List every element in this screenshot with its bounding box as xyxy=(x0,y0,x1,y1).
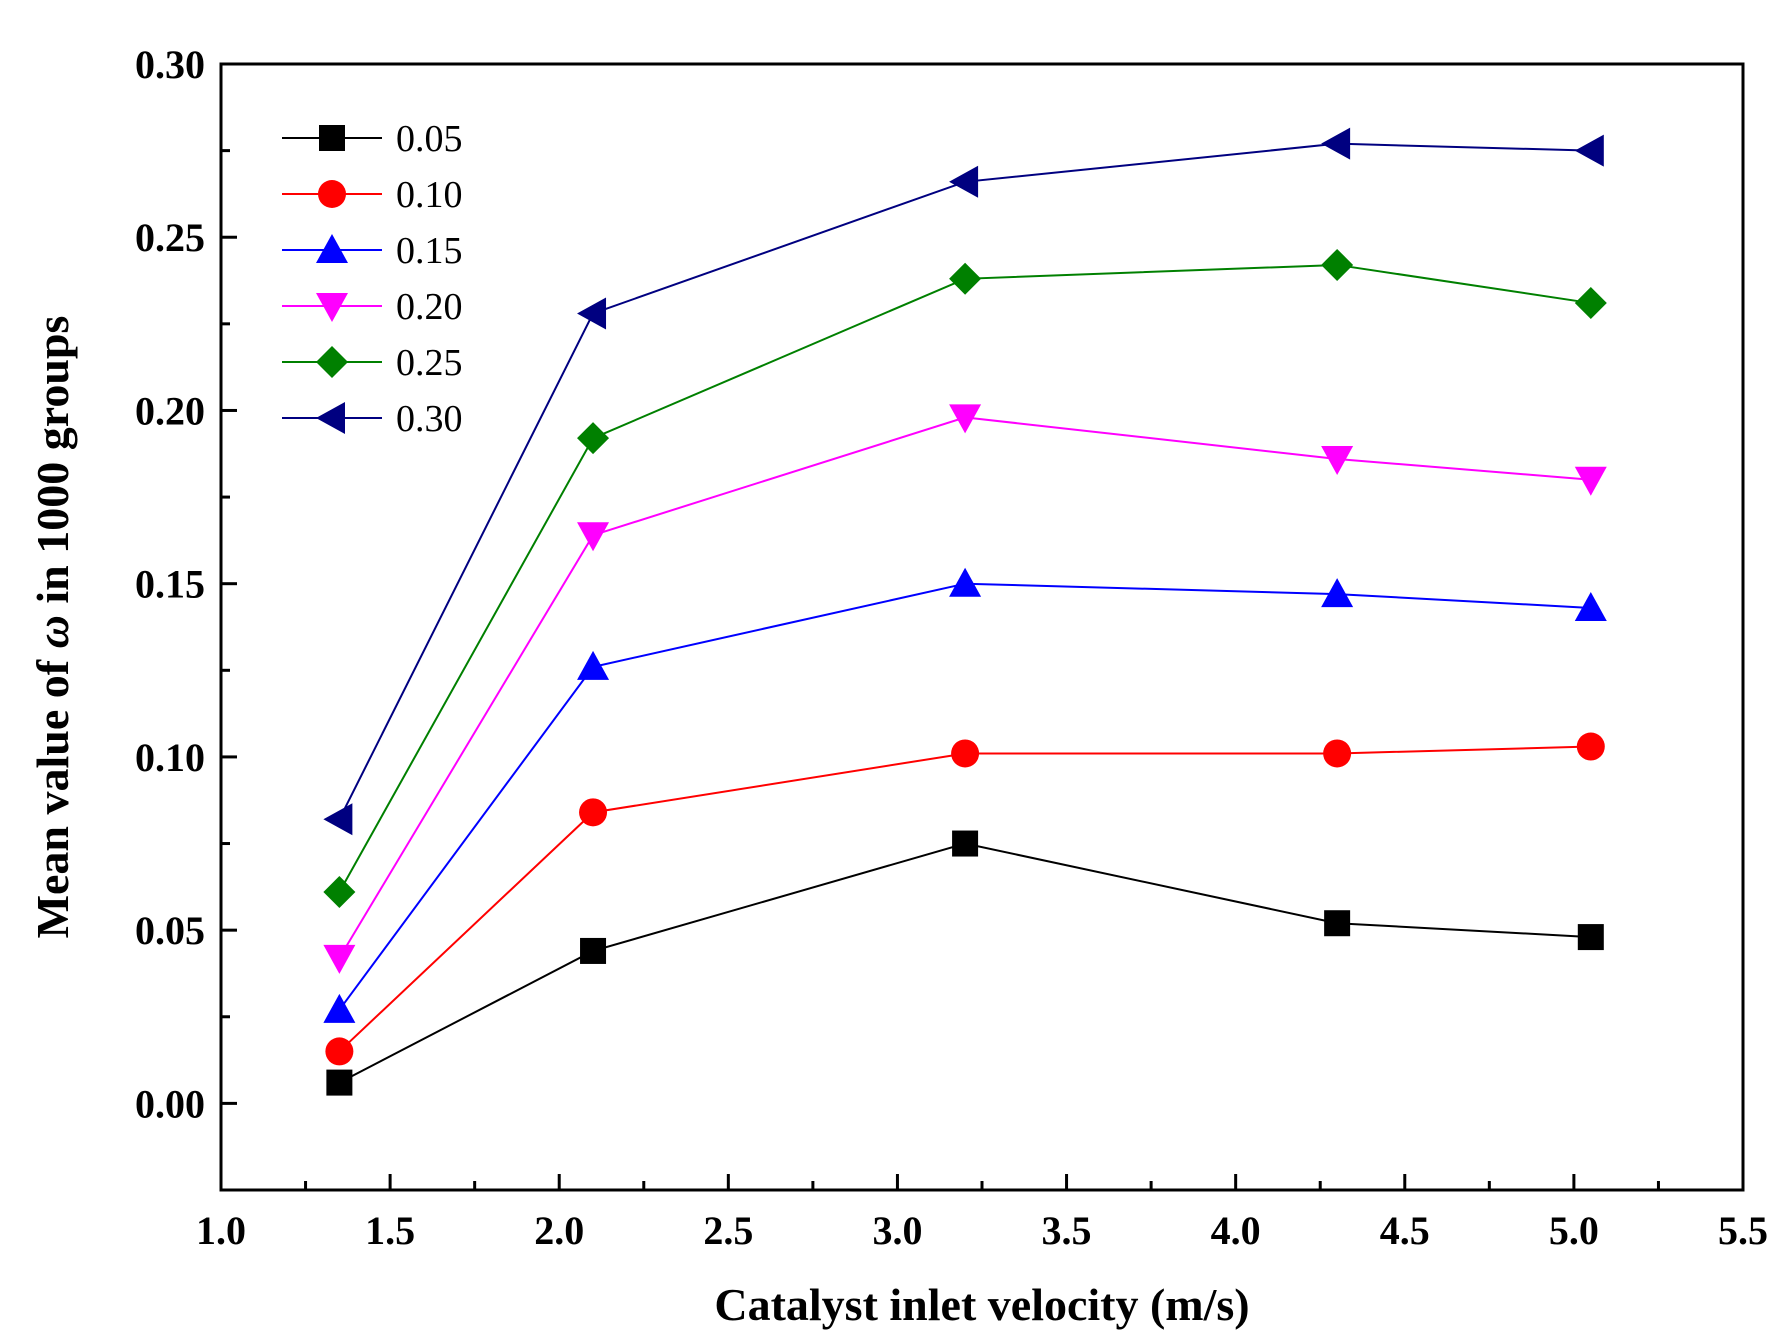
data-point-triangle-up xyxy=(323,993,356,1023)
legend-entry: 0.05 xyxy=(282,118,463,160)
legend-entry: 0.20 xyxy=(282,286,463,328)
data-point-circle xyxy=(951,739,980,768)
data-point-square xyxy=(1577,924,1604,951)
x-tick-label: 2.0 xyxy=(534,1208,584,1253)
data-point-diamond xyxy=(1321,248,1354,281)
y-tick-label: 0.20 xyxy=(135,388,205,433)
data-point-triangle-up xyxy=(1574,591,1607,621)
legend-marker-triangle-up xyxy=(316,234,348,263)
data-point-square xyxy=(580,937,607,964)
legend-marker-triangle-left xyxy=(316,402,345,434)
legend-marker-triangle-down xyxy=(316,293,348,322)
data-point-triangle-up xyxy=(577,650,610,680)
data-point-circle xyxy=(1323,739,1352,768)
y-axis-title: Mean value of ω in 1000 groups xyxy=(27,316,78,939)
ticks-layer: 1.0 1.5 2.0 2.5 3.0 3.5 4.0 4.5 5.0 5.50.000.050.… xyxy=(135,42,1768,1253)
y-axis-title-symbol: ω xyxy=(27,615,78,648)
y-axis-title-suffix: in 1000 groups xyxy=(27,316,78,616)
data-point-triangle-left xyxy=(577,297,607,330)
series-layer xyxy=(323,127,1607,1096)
series-line xyxy=(338,582,1591,1011)
data-point-circle xyxy=(579,798,608,827)
data-point-triangle-down xyxy=(577,522,610,552)
data-point-triangle-left xyxy=(1321,127,1351,160)
legend-label: 0.20 xyxy=(396,286,463,328)
x-tick-label: 1.5 xyxy=(365,1208,415,1253)
data-point-circle xyxy=(1576,732,1605,761)
data-point-diamond xyxy=(323,876,356,909)
series-line xyxy=(338,416,1591,959)
series-line xyxy=(338,842,1591,1084)
data-point-diamond xyxy=(949,262,982,295)
y-axis-title-prefix: Mean value of xyxy=(27,648,78,938)
data-point-circle xyxy=(325,1037,354,1066)
x-tick-label: 4.0 xyxy=(1211,1208,1261,1253)
series-0.25 xyxy=(323,248,1607,909)
legend-label: 0.10 xyxy=(396,174,463,216)
legend: 0.05 0.10 0.15 0.20 0.25 0.30 xyxy=(282,118,463,440)
data-point-triangle-up xyxy=(949,567,982,597)
series-0.10 xyxy=(325,732,1605,1066)
series-0.15 xyxy=(323,567,1607,1023)
series-0.05 xyxy=(326,830,1604,1096)
data-point-triangle-down xyxy=(1321,445,1354,475)
legend-marker-diamond xyxy=(316,346,348,378)
legend-entry: 0.10 xyxy=(282,174,463,216)
data-point-diamond xyxy=(1574,287,1607,320)
data-point-triangle-down xyxy=(323,944,356,974)
legend-entry: 0.30 xyxy=(282,398,463,440)
data-point-square xyxy=(952,830,979,857)
legend-label: 0.25 xyxy=(396,342,463,384)
x-tick-label: 5.0 xyxy=(1549,1208,1599,1253)
x-tick-label: 3.5 xyxy=(1042,1208,1092,1253)
y-tick-label: 0.00 xyxy=(135,1081,205,1126)
y-tick-label: 0.15 xyxy=(135,562,205,607)
legend-entry: 0.15 xyxy=(282,230,463,272)
x-tick-label: 3.0 xyxy=(872,1208,922,1253)
y-tick-label: 0.05 xyxy=(135,908,205,953)
x-axis-title: Catalyst inlet velocity (m/s) xyxy=(714,1279,1249,1330)
data-point-triangle-down xyxy=(949,404,982,434)
legend-entry: 0.25 xyxy=(282,342,463,384)
data-point-square xyxy=(1324,910,1351,937)
x-tick-label: 2.5 xyxy=(703,1208,753,1253)
y-tick-label: 0.30 xyxy=(135,42,205,87)
legend-label: 0.30 xyxy=(396,398,463,440)
data-point-triangle-left xyxy=(1574,134,1604,167)
data-point-square xyxy=(326,1069,353,1096)
x-tick-label: 5.5 xyxy=(1718,1208,1768,1253)
data-point-triangle-left xyxy=(323,803,353,836)
legend-label: 0.05 xyxy=(396,118,463,160)
legend-marker-circle xyxy=(318,180,346,208)
data-point-triangle-down xyxy=(1574,466,1607,496)
data-point-diamond xyxy=(577,422,610,455)
series-line xyxy=(338,142,1591,820)
series-0.20 xyxy=(323,404,1607,974)
series-line xyxy=(338,745,1591,1053)
x-tick-label: 4.5 xyxy=(1380,1208,1430,1253)
series-0.30 xyxy=(323,127,1604,836)
y-tick-label: 0.10 xyxy=(135,735,205,780)
data-point-triangle-up xyxy=(1321,578,1354,608)
legend-marker-square xyxy=(319,125,345,151)
legend-label: 0.15 xyxy=(396,230,463,272)
data-point-triangle-left xyxy=(949,165,979,198)
y-tick-label: 0.25 xyxy=(135,215,205,260)
x-tick-label: 1.0 xyxy=(196,1208,246,1253)
